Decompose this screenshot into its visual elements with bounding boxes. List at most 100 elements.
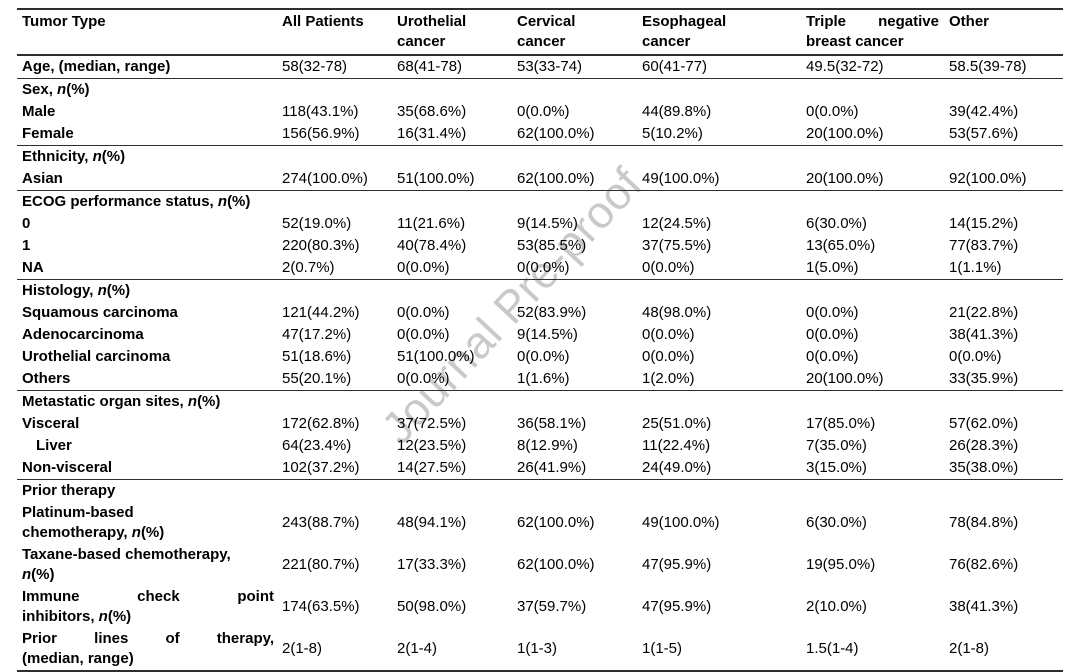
section-header-row: Prior therapy <box>17 480 1063 503</box>
data-cell <box>642 280 806 303</box>
data-cell: 26(28.3%) <box>949 437 1019 454</box>
row-label: Immune check point inhibitors, n(%) <box>17 586 282 628</box>
table-row: Adenocarcinoma 47(17.2%) 0(0.0%) 9(14.5%) 0(… <box>17 324 1063 346</box>
data-cell <box>642 480 806 503</box>
row-label: 1 <box>22 237 31 254</box>
data-cell <box>806 191 949 214</box>
table-row: Age, (median, range) 58(32-78) 68(41-78) 53… <box>17 55 1063 79</box>
column-header-line: Tumor Type <box>22 13 106 30</box>
column-header: Urothelial cancer <box>397 9 517 56</box>
data-cell <box>517 146 642 169</box>
row-label-line: chemotherapy, n(%) <box>22 524 165 541</box>
data-cell: 17(33.3%) <box>397 556 467 573</box>
row-label-line: Prior lines of therapy, <box>22 630 274 647</box>
row-label: ECOG performance status, n(%) <box>22 193 251 210</box>
table-row: Non-visceral 102(37.2%) 14(27.5%) 26(41.9%)… <box>17 457 1063 480</box>
section-header-row: Ethnicity, n(%) <box>17 146 1063 169</box>
data-cell <box>806 480 949 503</box>
data-cell: 2(10.0%) <box>806 598 867 615</box>
data-cell: 78(84.8%) <box>949 514 1019 531</box>
data-cell <box>282 280 397 303</box>
data-cell: 55(20.1%) <box>282 368 397 391</box>
column-header-line: cancer <box>642 33 691 50</box>
column-header: All Patients <box>282 9 397 56</box>
data-cell: 62(100.0%) <box>517 556 595 573</box>
data-cell: 20(100.0%) <box>806 168 949 191</box>
document-page: Journal Pre-proof Tumor Type All Patients… <box>0 8 1080 672</box>
data-cell <box>949 391 1063 414</box>
data-cell: 38(41.3%) <box>949 326 1019 343</box>
data-cell: 48(94.1%) <box>397 514 467 531</box>
row-label-line: Immune check point <box>22 588 274 605</box>
column-header-line: Triple negative <box>806 13 939 30</box>
column-header-line: Cervical <box>517 13 576 30</box>
data-cell <box>949 79 1063 102</box>
row-label: Urothelial carcinoma <box>22 348 171 365</box>
data-cell: 274(100.0%) <box>282 168 397 191</box>
row-label: Metastatic organ sites, n(%) <box>22 393 221 410</box>
data-cell: 21(22.8%) <box>949 304 1019 321</box>
data-cell: 220(80.3%) <box>282 237 360 254</box>
data-cell <box>642 146 806 169</box>
row-label-line: inhibitors, n(%) <box>22 608 132 625</box>
data-cell: 172(62.8%) <box>282 415 360 432</box>
data-cell: 0(0.0%) <box>806 103 859 120</box>
column-header: Triple negative breast cancer <box>806 9 949 56</box>
table-row: Urothelial carcinoma 51(18.6%) 51(100.0%) 0… <box>17 346 1063 368</box>
data-cell <box>397 146 517 169</box>
data-cell: 0(0.0%) <box>642 326 695 343</box>
data-cell <box>806 79 949 102</box>
data-cell <box>282 191 397 214</box>
data-cell: 0(0.0%) <box>397 326 450 343</box>
row-label: Platinum-based chemotherapy, n(%) <box>17 502 282 544</box>
data-cell: 14(15.2%) <box>949 215 1019 232</box>
data-cell: 50(98.0%) <box>397 598 467 615</box>
data-cell: 118(43.1%) <box>282 103 359 120</box>
table-body: Age, (median, range) 58(32-78) 68(41-78) 53… <box>17 55 1063 672</box>
data-cell <box>642 79 806 102</box>
row-label: Histology, n(%) <box>22 282 131 299</box>
data-cell <box>397 480 517 503</box>
table-row: Visceral 172(62.8%) 37(72.5%) 36(58.1%) 25(5… <box>17 413 1063 435</box>
data-cell: 0(0.0%) <box>806 304 859 321</box>
row-label: Non-visceral <box>17 457 282 480</box>
data-cell: 49(100.0%) <box>642 168 806 191</box>
data-cell: 0(0.0%) <box>517 348 570 365</box>
data-cell: 62(100.0%) <box>517 168 642 191</box>
data-cell: 2(1-4) <box>397 628 517 672</box>
data-cell: 8(12.9%) <box>517 437 578 454</box>
data-cell: 35(68.6%) <box>397 103 467 120</box>
data-cell: 47(95.9%) <box>642 598 712 615</box>
data-cell: 6(30.0%) <box>806 215 867 232</box>
row-label: Ethnicity, n(%) <box>22 148 126 165</box>
data-cell: 39(42.4%) <box>949 103 1019 120</box>
row-label-line: Taxane-based chemotherapy, <box>22 546 231 563</box>
data-cell <box>397 191 517 214</box>
data-cell: 2(1-8) <box>282 628 397 672</box>
row-label: Adenocarcinoma <box>22 326 144 343</box>
data-cell: 35(38.0%) <box>949 457 1063 480</box>
data-cell: 48(98.0%) <box>642 304 712 321</box>
data-cell: 20(100.0%) <box>806 368 949 391</box>
data-cell: 6(30.0%) <box>806 514 867 531</box>
data-cell: 156(56.9%) <box>282 123 397 146</box>
row-label: Prior lines of therapy, (median, range) <box>17 628 282 672</box>
header-row: Tumor Type All Patients Urothelial cancer Ce… <box>17 9 1063 56</box>
data-cell <box>397 280 517 303</box>
table-row: Liver 64(23.4%) 12(23.5%) 8(12.9%) 11(22.4%)… <box>17 435 1063 457</box>
data-cell: 0(0.0%) <box>517 103 570 120</box>
data-cell: 1.5(1-4) <box>806 628 949 672</box>
table-row: Asian 274(100.0%) 51(100.0%) 62(100.0%) 49(1… <box>17 168 1063 191</box>
table-header: Tumor Type All Patients Urothelial cancer Ce… <box>17 9 1063 56</box>
column-header-line: Esophageal <box>642 13 727 30</box>
table-row: 1 220(80.3%) 40(78.4%) 53(85.5%) 37(75.5%) 13… <box>17 235 1063 257</box>
data-cell: 1(1-5) <box>642 628 806 672</box>
data-cell: 76(82.6%) <box>949 556 1019 573</box>
column-header-line: All Patients <box>282 13 364 30</box>
data-cell: 2(0.7%) <box>282 257 397 280</box>
data-cell: 12(23.5%) <box>397 437 467 454</box>
table-row: Immune check point inhibitors, n(%) 174(63… <box>17 586 1063 628</box>
data-cell <box>397 79 517 102</box>
patient-characteristics-table: Tumor Type All Patients Urothelial cancer Ce… <box>17 8 1063 672</box>
data-cell: 0(0.0%) <box>806 326 859 343</box>
